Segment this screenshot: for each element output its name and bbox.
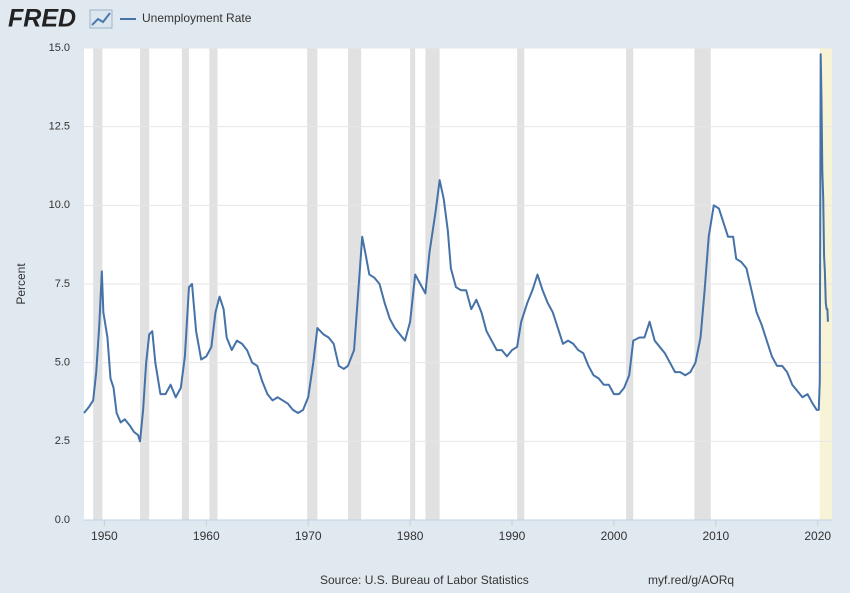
y-tick-label: 2.5 (55, 435, 70, 447)
x-tick-label: 2000 (601, 529, 628, 543)
x-tick-label: 1950 (91, 529, 118, 543)
y-axis-label: Percent (14, 263, 28, 305)
y-tick-label: 10.0 (49, 199, 70, 211)
x-tick-label: 1970 (295, 529, 322, 543)
y-tick-label: 5.0 (55, 357, 70, 369)
source: Source: U.S. Bureau of Labor Statistics (320, 573, 529, 587)
brand-logo[interactable]: FRED (8, 5, 76, 33)
y-tick-label: 15.0 (49, 42, 70, 54)
x-tick-label: 2020 (804, 529, 831, 543)
y-tick-label: 12.5 (49, 121, 70, 133)
legend-label: Unemployment Rate (142, 11, 252, 25)
series-line (83, 53, 829, 443)
x-tick-label: 1960 (193, 529, 220, 543)
x-tick-label: 1980 (397, 529, 424, 543)
x-tick-label: 2010 (702, 529, 729, 543)
link[interactable]: myf.red/g/AORq (648, 573, 734, 587)
logo-icon (89, 9, 113, 29)
x-tick-label: 1990 (499, 529, 526, 543)
y-tick-label: 0.0 (55, 514, 70, 526)
y-tick-label: 7.5 (55, 278, 70, 290)
